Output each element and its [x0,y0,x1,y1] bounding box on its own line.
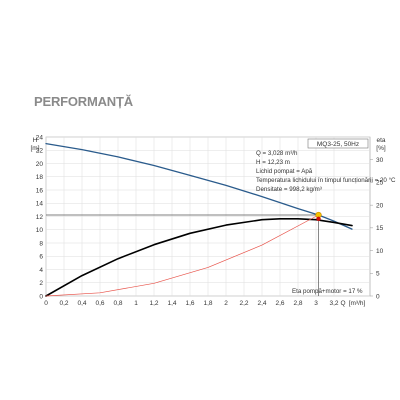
info-density: Densitate = 998,2 kg/m³ [256,186,322,193]
y-right-tick-label: 5 [376,271,380,278]
x-tick-label: 3,2 [329,300,338,307]
x-tick-label: 3 [314,300,318,307]
x-tick-label: 2 [224,300,228,307]
y-left-tick-label: 14 [36,201,44,208]
y-right-tick-label: 10 [376,248,384,255]
info-box: Q = 3,028 m³/h H = 12,23 m Lichid pompat… [256,150,396,193]
y-right-tick-label: 25 [376,180,384,187]
x-tick-label: 1,8 [203,300,212,307]
y-right-tick-label: 20 [376,202,384,209]
x-tick-label: 2,6 [275,300,284,307]
y-left-tick-label: 6 [39,254,43,261]
y-left-tick-label: 10 [36,227,44,234]
y-left-unit: [m] [30,145,39,152]
chart-grid [45,136,373,297]
y-right-tick-label: 30 [376,157,384,164]
x-tick-label: 0,4 [77,300,86,307]
model-label: MQ3-25, 50Hz [317,141,359,148]
info-flow: Q = 3,028 m³/h [256,150,298,157]
y-left-tick-label: 12 [36,214,44,221]
x-tick-label: 2,2 [239,300,248,307]
x-unit: [m³/h] [349,300,366,307]
x-tick-label: 2,8 [293,300,302,307]
y-right-unit: [%] [376,145,386,152]
x-tick-label: 1,2 [149,300,158,307]
y-left-tick-label: 8 [39,240,43,247]
curves [45,142,353,297]
y-left-tick-label: 0 [39,293,43,300]
info-liquid: Lichid pompat = Apă [256,168,313,175]
x-tick-label: 1 [134,300,138,307]
system-curve-curve [45,214,319,297]
y-right-label: eta [376,137,385,144]
x-tick-label: 0,8 [113,300,122,307]
op-eta-marker [316,216,321,221]
y-left-tick-label: 2 [39,280,43,287]
tick-labels: 0 0,2 0,4 0,6 0,8 1 1,2 1,4 1,6 1,8 2 2,2 2,4 2,6 2,8 3… [36,134,384,307]
efficiency-curve [45,218,353,297]
y-left-tick-label: 20 [36,161,44,168]
y-left-tick-label: 24 [36,134,44,141]
section-title: PERFORMANȚĂ [34,94,133,109]
y-left-tick-label: 4 [39,267,43,274]
x-label: Q [340,300,345,307]
y-left-tick-label: 22 [36,148,44,155]
head-curve [45,142,353,230]
y-left-label: H [33,137,38,144]
model-box [307,138,369,149]
y-right-tick-label: 15 [376,225,384,232]
x-tick-label: 1,6 [185,300,194,307]
x-tick-label: 0,2 [59,300,68,307]
y-left-tick-label: 16 [36,187,44,194]
info-head: H = 12,23 m [256,159,290,166]
y-left-tick-label: 18 [36,174,44,181]
info-temperature: Temperatura lichidului în timpul funcțio… [256,177,396,184]
x-tick-label: 2,4 [257,300,266,307]
x-tick-label: 0 [44,300,48,307]
x-tick-label: 0,6 [95,300,104,307]
x-tick-label: 1,4 [167,300,176,307]
y-right-tick-label: 0 [376,293,380,300]
eta-label: Eta pompă+motor = 17 % [292,288,363,295]
